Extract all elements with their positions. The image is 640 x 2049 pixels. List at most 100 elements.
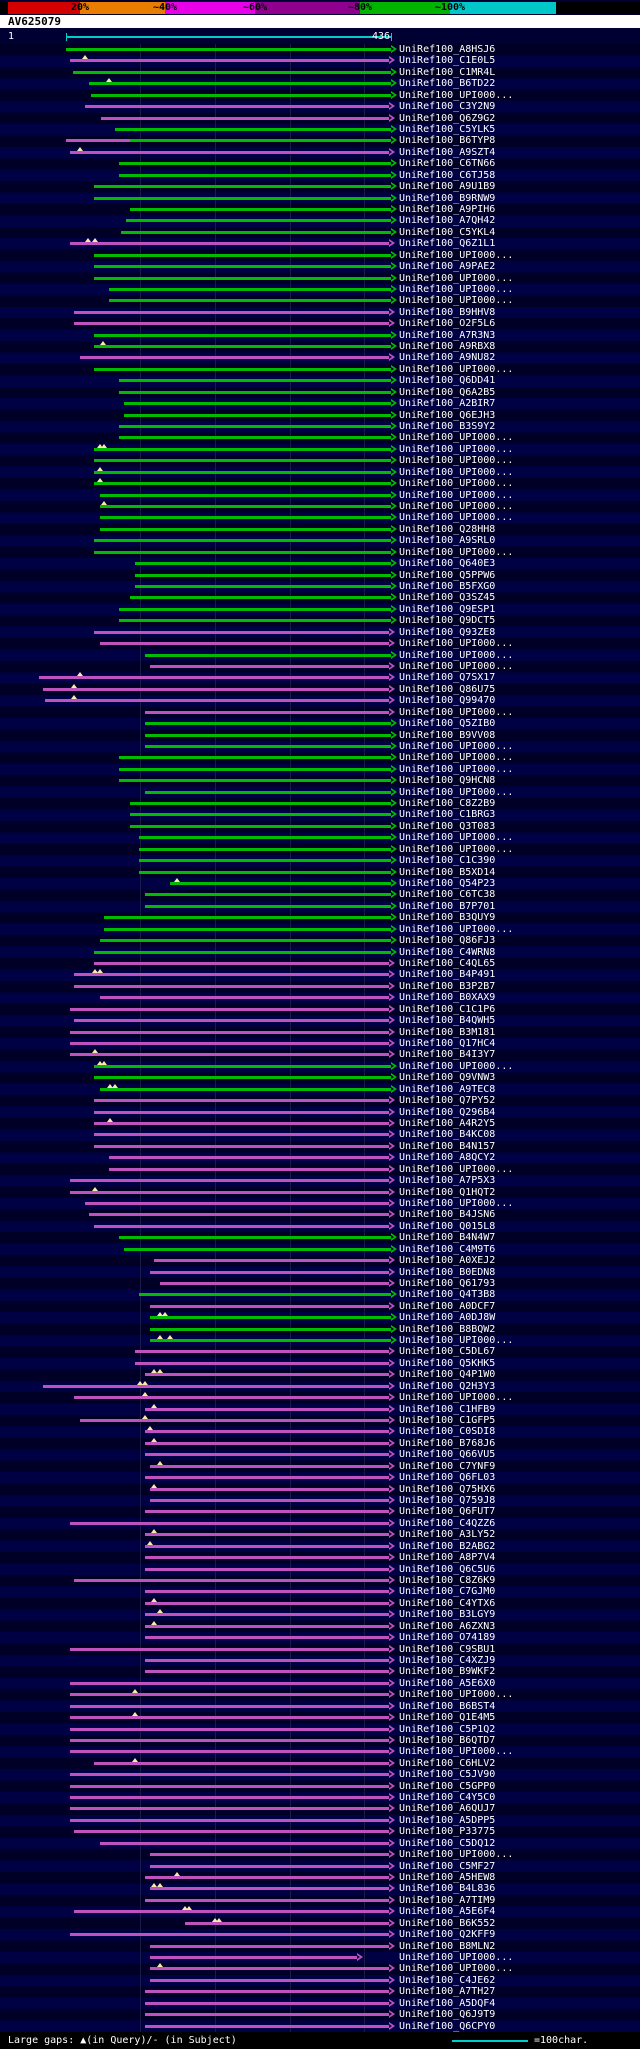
alignment-row[interactable]: UniRef100_B0XAX9 xyxy=(0,992,640,1003)
alignment-row[interactable]: UniRef100_A9SZT4 xyxy=(0,146,640,158)
hit-accession-label[interactable]: UniRef100_A3LY52 xyxy=(399,1529,496,1541)
alignment-row[interactable]: UniRef100_C5MF27 xyxy=(0,1861,640,1872)
alignment-row[interactable]: UniRef100_B7P701 xyxy=(0,901,640,912)
alignment-row[interactable]: UniRef100_B6K552 xyxy=(0,1917,640,1929)
hit-accession-label[interactable]: UniRef100_UPI000... xyxy=(399,1849,514,1861)
alignment-row[interactable]: UniRef100_O74189 xyxy=(0,1632,640,1643)
hit-accession-label[interactable]: UniRef100_UPI000... xyxy=(399,752,514,764)
alignment-row[interactable]: UniRef100_UPI000... xyxy=(0,1746,640,1757)
hsp-bar[interactable] xyxy=(134,562,392,566)
alignment-row[interactable]: UniRef100_B4L836 xyxy=(0,1883,640,1894)
hit-accession-label[interactable]: UniRef100_Q6C5U6 xyxy=(399,1563,496,1575)
hit-accession-label[interactable]: UniRef100_A9PIH6 xyxy=(399,203,496,215)
hit-accession-label[interactable]: UniRef100_UPI000... xyxy=(399,501,514,512)
hsp-bar[interactable] xyxy=(149,1978,389,1982)
hsp-bar[interactable] xyxy=(94,1064,392,1068)
alignment-row[interactable]: UniRef100_Q6A2B5 xyxy=(0,387,640,398)
hit-accession-label[interactable]: UniRef100_UPI000... xyxy=(399,1163,514,1175)
hsp-bar[interactable] xyxy=(101,116,389,120)
hit-accession-label[interactable]: UniRef100_Q61793 xyxy=(399,1277,496,1289)
alignment-row[interactable]: UniRef100_Q6EJH3 xyxy=(0,410,640,421)
hsp-bar[interactable] xyxy=(94,550,392,554)
hit-accession-label[interactable]: UniRef100_A0DCF7 xyxy=(399,1300,496,1312)
hit-accession-label[interactable]: UniRef100_B768J6 xyxy=(399,1437,496,1449)
hsp-bar[interactable] xyxy=(144,1624,389,1628)
hsp-bar[interactable] xyxy=(119,379,392,383)
hit-accession-label[interactable]: UniRef100_A5E6X0 xyxy=(399,1677,496,1689)
alignment-row[interactable]: UniRef100_C4WRN8 xyxy=(0,947,640,958)
hsp-bar[interactable] xyxy=(129,596,392,600)
hit-accession-label[interactable]: UniRef100_Q93ZE8 xyxy=(399,626,496,638)
hsp-bar[interactable] xyxy=(42,1384,389,1388)
hit-accession-label[interactable]: UniRef100_P33775 xyxy=(399,1826,496,1838)
hsp-bar[interactable] xyxy=(94,950,392,954)
hsp-bar[interactable] xyxy=(94,1076,392,1080)
hsp-bar[interactable] xyxy=(69,1807,389,1811)
hit-accession-label[interactable]: UniRef100_A8QCY2 xyxy=(399,1152,496,1164)
hsp-bar[interactable] xyxy=(149,1499,389,1502)
alignment-row[interactable]: UniRef100_C1MR4L xyxy=(0,67,640,78)
hit-accession-label[interactable]: UniRef100_Q75HX6 xyxy=(399,1483,496,1495)
hsp-bar[interactable] xyxy=(79,1419,390,1423)
hsp-bar[interactable] xyxy=(69,1042,389,1045)
alignment-row[interactable]: UniRef100_C1C390 xyxy=(0,855,640,866)
hsp-bar[interactable] xyxy=(94,196,392,200)
hsp-bar[interactable] xyxy=(129,824,392,828)
hit-accession-label[interactable]: UniRef100_B4N4W7 xyxy=(399,1232,496,1244)
hit-accession-label[interactable]: UniRef100_Q015L8 xyxy=(399,1220,496,1232)
hsp-bar[interactable] xyxy=(144,1990,389,1994)
hit-accession-label[interactable]: UniRef100_B4JSN6 xyxy=(399,1209,496,1221)
hit-accession-label[interactable]: UniRef100_Q5PPW6 xyxy=(399,569,496,581)
alignment-row[interactable]: UniRef100_A9NU82 xyxy=(0,352,640,363)
hsp-bar[interactable] xyxy=(144,1876,389,1880)
hit-accession-label[interactable]: UniRef100_Q6J9T9 xyxy=(399,2009,496,2021)
hit-accession-label[interactable]: UniRef100_A2BIR7 xyxy=(399,398,496,410)
hit-accession-label[interactable]: UniRef100_A9PAE2 xyxy=(399,261,496,273)
hsp-bar[interactable] xyxy=(69,1796,389,1800)
hsp-bar[interactable] xyxy=(99,642,389,646)
alignment-row[interactable]: UniRef100_Q86U75 xyxy=(0,683,640,695)
alignment-row[interactable]: UniRef100_Q75HX6 xyxy=(0,1483,640,1495)
hit-accession-label[interactable]: UniRef100_C1E0L5 xyxy=(399,55,496,67)
hit-accession-label[interactable]: UniRef100_UPI000... xyxy=(399,272,514,284)
hsp-bar[interactable] xyxy=(94,265,392,269)
hsp-bar[interactable] xyxy=(69,242,389,246)
alignment-row[interactable]: UniRef100_A9PIH6 xyxy=(0,204,640,215)
alignment-row[interactable]: UniRef100_B3LGY9 xyxy=(0,1609,640,1620)
hit-accession-label[interactable]: UniRef100_B3M181 xyxy=(399,1026,496,1038)
hit-accession-label[interactable]: UniRef100_C5JV90 xyxy=(399,1769,496,1781)
alignment-row[interactable]: UniRef100_C4Y5C0 xyxy=(0,1792,640,1803)
alignment-row[interactable]: UniRef100_A0XEJ2 xyxy=(0,1255,640,1266)
alignment-row[interactable]: UniRef100_Q17HC4 xyxy=(0,1038,640,1049)
alignment-row[interactable]: UniRef100_Q6C5U6 xyxy=(0,1564,640,1575)
alignment-row[interactable]: UniRef100_B3S9Y2 xyxy=(0,421,640,432)
alignment-row[interactable]: UniRef100_B6TD22 xyxy=(0,78,640,89)
hit-accession-label[interactable]: UniRef100_Q6FL03 xyxy=(399,1472,496,1484)
alignment-row[interactable]: UniRef100_UPI000... xyxy=(0,432,640,443)
hit-accession-label[interactable]: UniRef100_C1C390 xyxy=(399,855,496,867)
hit-accession-label[interactable]: UniRef100_C5GPP0 xyxy=(399,1780,496,1792)
alignment-row[interactable]: UniRef100_C1C1P6 xyxy=(0,1004,640,1015)
alignment-row[interactable]: UniRef100_C5JV90 xyxy=(0,1769,640,1780)
hit-accession-label[interactable]: UniRef100_UPI000... xyxy=(399,1689,514,1701)
hit-accession-label[interactable]: UniRef100_A6QUJ7 xyxy=(399,1803,496,1815)
hit-accession-label[interactable]: UniRef100_C9SBU1 xyxy=(399,1643,496,1655)
hit-accession-label[interactable]: UniRef100_A5DQF4 xyxy=(399,1997,496,2009)
alignment-row[interactable]: UniRef100_B5FXG0 xyxy=(0,581,640,592)
hit-accession-label[interactable]: UniRef100_UPI000... xyxy=(399,443,514,455)
hit-accession-label[interactable]: UniRef100_Q7SX17 xyxy=(399,672,496,684)
hit-accession-label[interactable]: UniRef100_UPI000... xyxy=(399,843,514,855)
hit-accession-label[interactable]: UniRef100_UPI000... xyxy=(399,295,514,307)
alignment-row[interactable]: UniRef100_Q1E4M5 xyxy=(0,1712,640,1723)
alignment-row[interactable]: UniRef100_B3QUY9 xyxy=(0,912,640,923)
alignment-row[interactable]: UniRef100_A7TIM9 xyxy=(0,1895,640,1906)
hit-accession-label[interactable]: UniRef100_UPI000... xyxy=(399,89,514,101)
alignment-row[interactable]: UniRef100_A4R2Y5 xyxy=(0,1117,640,1129)
hit-accession-label[interactable]: UniRef100_Q7PY52 xyxy=(399,1095,496,1107)
alignment-row[interactable]: UniRef100_Q296B4 xyxy=(0,1107,640,1118)
hsp-bar[interactable] xyxy=(69,1716,389,1720)
alignment-row[interactable]: UniRef100_C4QZZ6 xyxy=(0,1518,640,1529)
hsp-bar[interactable] xyxy=(69,1704,389,1708)
alignment-row[interactable]: UniRef100_A7R3N3 xyxy=(0,330,640,341)
hit-accession-label[interactable]: UniRef100_Q28HH8 xyxy=(399,523,496,535)
